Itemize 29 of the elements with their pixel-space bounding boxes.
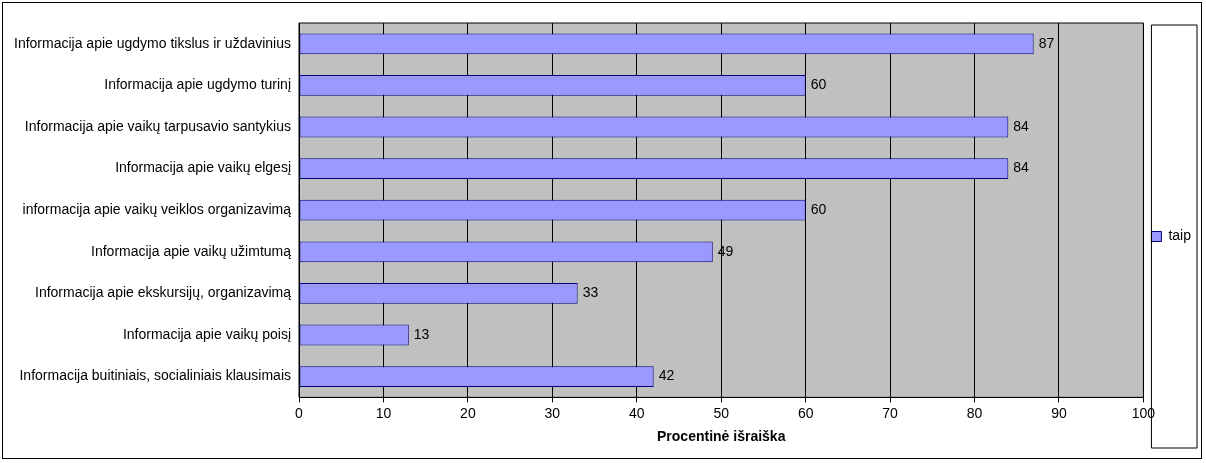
x-tick-label: 0 <box>295 404 304 421</box>
y-tick-label: Informacija apie vaikų užimtumą <box>91 242 292 259</box>
data-label: 87 <box>1038 34 1055 51</box>
x-tick-label: 70 <box>882 404 899 421</box>
x-tick-label: 40 <box>628 404 645 421</box>
y-tick-label: Informacija apie vaikų elgesį <box>115 159 292 176</box>
data-label: 42 <box>658 367 675 384</box>
y-tick-label: Informacija apie ekskursijų, organizavimą <box>35 284 292 301</box>
x-tick-label: 90 <box>1051 404 1067 421</box>
y-tick-label: Informacija buitiniais, socialiniais klausimais <box>19 367 292 384</box>
legend-label: taip <box>1168 227 1192 244</box>
x-tick-label: 50 <box>713 404 730 421</box>
data-label: 84 <box>1013 117 1030 134</box>
x-tick-label: 30 <box>544 404 561 421</box>
y-tick-label: Informacija apie ugdymo tikslus ir uždavinius <box>14 34 292 51</box>
data-label: 60 <box>810 201 827 218</box>
data-label: 60 <box>810 76 827 93</box>
y-tick-label: Informacija apie vaikų poisį <box>122 325 292 342</box>
y-tick-label: Informacija apie ugdymo turinį <box>104 76 292 93</box>
x-tick-label: 20 <box>460 404 476 421</box>
y-tick-label: informacija apie vaikų veiklos organizavimą <box>22 201 292 218</box>
x-tick-label: 10 <box>375 404 392 421</box>
x-tick-label: 60 <box>797 404 814 421</box>
data-label: 13 <box>413 325 430 342</box>
x-tick-label: 80 <box>966 404 983 421</box>
data-label: 33 <box>582 284 599 301</box>
x-axis-title: Procentinė išraiška <box>657 428 786 445</box>
y-tick-label: Informacija apie vaikų tarpusavio santykius <box>24 117 292 134</box>
data-label: 84 <box>1013 159 1030 176</box>
